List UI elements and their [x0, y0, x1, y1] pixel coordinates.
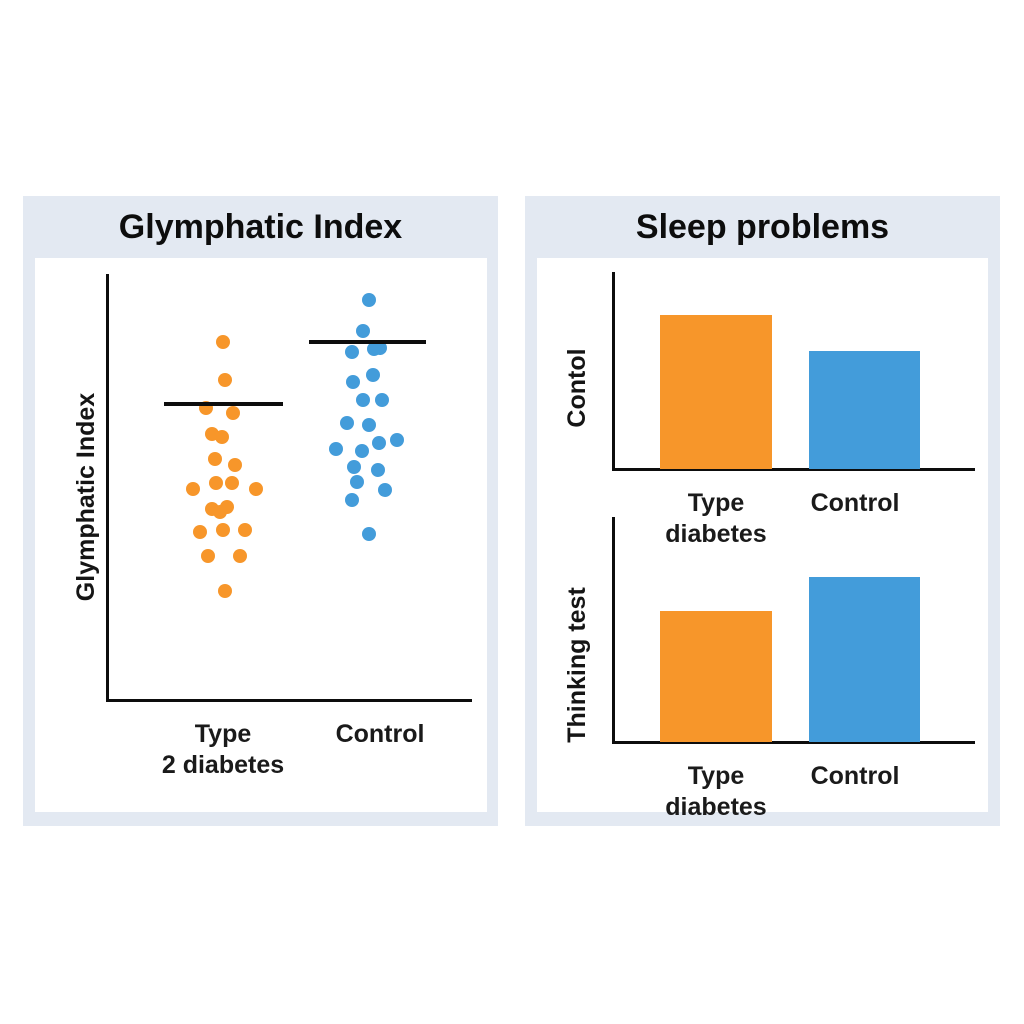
plot-area [35, 258, 487, 812]
data-point [218, 584, 232, 598]
y-axis [612, 517, 615, 744]
y-axis-label: Glymphatic Index [72, 392, 100, 602]
data-point [238, 523, 252, 537]
mean-line-t2d [164, 402, 283, 406]
data-point [209, 476, 223, 490]
data-point [201, 549, 215, 563]
data-point [372, 436, 386, 450]
data-point [345, 493, 359, 507]
data-point [215, 430, 229, 444]
data-point [249, 482, 263, 496]
x-label-line2: diabetes [665, 793, 767, 821]
data-point [186, 482, 200, 496]
y-axis [612, 272, 615, 471]
data-point [390, 433, 404, 447]
data-point [362, 293, 376, 307]
data-point [350, 475, 364, 489]
data-point [378, 483, 392, 497]
data-point [355, 444, 369, 458]
x-label-control: Control [335, 720, 425, 748]
data-point [362, 527, 376, 541]
data-point [193, 525, 207, 539]
x-label-line2: diabetes [665, 520, 767, 548]
panel-title: Sleep problems [635, 208, 890, 246]
data-point [216, 523, 230, 537]
x-label-control: Control [810, 489, 900, 517]
y-axis-label: Thinking test [563, 587, 591, 743]
bar-t2d [660, 611, 772, 742]
data-point [213, 505, 227, 519]
data-point [362, 418, 376, 432]
data-point [375, 393, 389, 407]
data-point [228, 458, 242, 472]
data-point [373, 341, 387, 355]
x-axis [612, 468, 975, 471]
x-label-t2d: Type diabetes [636, 761, 796, 823]
data-point [346, 375, 360, 389]
x-label-line1: Type [687, 489, 745, 517]
x-label-t2d: Type 2 diabetes [143, 719, 303, 781]
bar-control [809, 577, 920, 742]
data-point [218, 373, 232, 387]
data-point [356, 324, 370, 338]
x-label-line1: Type [194, 720, 252, 748]
data-point [233, 549, 247, 563]
data-point [356, 393, 370, 407]
glymphatic-index-panel: Glymphatic Index [23, 196, 498, 826]
x-axis [106, 699, 472, 702]
x-label-line1: Type [687, 762, 745, 790]
data-point [371, 463, 385, 477]
data-point [329, 442, 343, 456]
x-label-control: Control [810, 762, 900, 790]
data-point [347, 460, 361, 474]
data-point [340, 416, 354, 430]
y-axis-label: Contol [563, 348, 591, 428]
bar-t2d [660, 315, 772, 469]
bar-control [809, 351, 920, 469]
data-point [208, 452, 222, 466]
data-point [226, 406, 240, 420]
data-point [366, 368, 380, 382]
y-axis [106, 274, 109, 702]
data-point [225, 476, 239, 490]
data-point [216, 335, 230, 349]
x-label-t2d: Type diabetes [636, 488, 796, 550]
data-point [345, 345, 359, 359]
x-label-line2: 2 diabetes [161, 751, 285, 779]
panel-title: Glymphatic Index [118, 208, 403, 246]
mean-line-control [309, 340, 426, 344]
x-axis [612, 741, 975, 744]
